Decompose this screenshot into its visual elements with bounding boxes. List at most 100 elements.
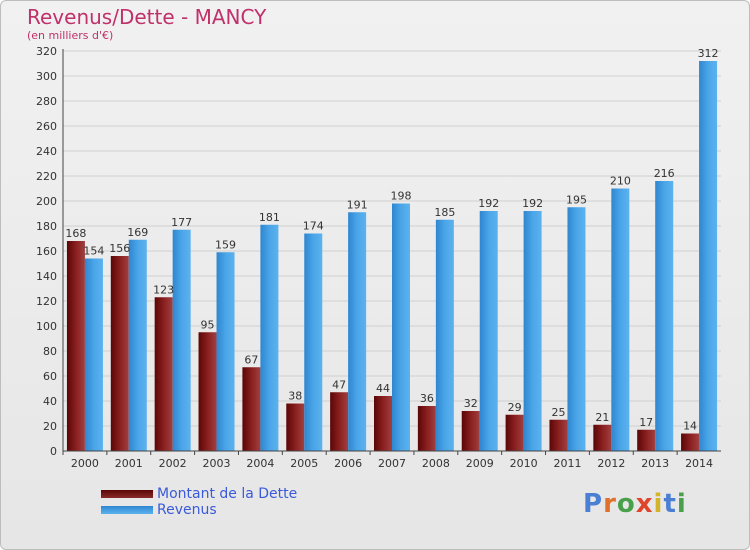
x-tick-label: 2007 bbox=[378, 457, 406, 470]
data-label-revenus: 177 bbox=[171, 216, 192, 229]
y-tick-label: 100 bbox=[36, 320, 57, 333]
data-label-dette: 44 bbox=[376, 382, 390, 395]
bar-dette bbox=[198, 332, 217, 451]
data-label-revenus: 154 bbox=[83, 245, 104, 258]
data-label-dette: 95 bbox=[201, 318, 215, 331]
x-tick-label: 2004 bbox=[246, 457, 274, 470]
bar-dette bbox=[66, 241, 85, 451]
legend-swatch-revenus bbox=[101, 506, 153, 514]
y-tick-label: 140 bbox=[36, 270, 57, 283]
data-label-dette: 29 bbox=[508, 401, 522, 414]
y-tick-label: 160 bbox=[36, 245, 57, 258]
data-label-dette: 36 bbox=[420, 392, 434, 405]
legend-label-revenus: Revenus bbox=[157, 502, 217, 518]
data-label-dette: 168 bbox=[65, 227, 86, 240]
data-label-dette: 38 bbox=[288, 390, 302, 403]
bar-dette bbox=[549, 419, 568, 451]
data-label-dette: 14 bbox=[683, 420, 697, 433]
y-tick-label: 280 bbox=[36, 95, 57, 108]
bar-revenus bbox=[128, 239, 147, 451]
data-label-dette: 32 bbox=[464, 397, 478, 410]
y-tick-label: 40 bbox=[43, 395, 57, 408]
data-label-revenus: 191 bbox=[347, 198, 368, 211]
y-tick-label: 60 bbox=[43, 370, 57, 383]
data-label-revenus: 312 bbox=[698, 47, 719, 60]
x-tick-label: 2010 bbox=[510, 457, 538, 470]
bar-revenus bbox=[655, 181, 674, 451]
data-label-dette: 21 bbox=[595, 411, 609, 424]
data-label-dette: 25 bbox=[551, 406, 565, 419]
logo-letter: i bbox=[676, 489, 687, 519]
bar-revenus bbox=[567, 207, 586, 451]
data-label-dette: 17 bbox=[639, 416, 653, 429]
bar-dette bbox=[461, 411, 480, 451]
x-tick-label: 2003 bbox=[203, 457, 231, 470]
x-tick-label: 2009 bbox=[466, 457, 494, 470]
x-tick-label: 2005 bbox=[290, 457, 318, 470]
data-label-revenus: 198 bbox=[391, 190, 412, 203]
chart-subtitle: (en milliers d'€) bbox=[27, 29, 114, 42]
x-tick-label: 2002 bbox=[159, 457, 187, 470]
data-label-revenus: 192 bbox=[478, 197, 499, 210]
data-label-revenus: 185 bbox=[434, 206, 455, 219]
bar-revenus bbox=[699, 61, 718, 451]
bar-dette bbox=[637, 429, 656, 451]
bar-dette bbox=[286, 403, 305, 451]
bar-dette bbox=[330, 392, 349, 451]
bar-revenus bbox=[172, 229, 191, 451]
bar-revenus bbox=[523, 211, 542, 451]
data-label-dette: 156 bbox=[109, 242, 130, 255]
proxiti-logo: Proxiti bbox=[583, 489, 687, 519]
data-label-dette: 67 bbox=[244, 353, 258, 366]
y-tick-label: 20 bbox=[43, 420, 57, 433]
data-label-revenus: 192 bbox=[522, 197, 543, 210]
y-tick-label: 320 bbox=[36, 45, 57, 58]
bar-dette bbox=[681, 433, 700, 451]
x-tick-label: 2001 bbox=[115, 457, 143, 470]
logo-letter: r bbox=[603, 489, 617, 519]
logo-letter: P bbox=[583, 489, 604, 519]
y-tick-label: 240 bbox=[36, 145, 57, 158]
x-tick-label: 2012 bbox=[597, 457, 625, 470]
x-tick-label: 2008 bbox=[422, 457, 450, 470]
bar-revenus bbox=[216, 252, 235, 451]
logo-letter: t bbox=[663, 489, 677, 519]
logo-letter: i bbox=[653, 489, 664, 519]
x-tick-label: 2014 bbox=[685, 457, 713, 470]
x-tick-label: 2006 bbox=[334, 457, 362, 470]
data-label-revenus: 174 bbox=[303, 220, 324, 233]
data-label-revenus: 195 bbox=[566, 193, 587, 206]
legend-label-dette: Montant de la Dette bbox=[157, 486, 298, 502]
bar-dette bbox=[593, 424, 612, 451]
logo-letter: o bbox=[616, 489, 636, 519]
x-tick-label: 2011 bbox=[553, 457, 581, 470]
y-tick-label: 200 bbox=[36, 195, 57, 208]
legend-swatch-dette bbox=[101, 490, 153, 498]
y-tick-label: 180 bbox=[36, 220, 57, 233]
y-tick-label: 260 bbox=[36, 120, 57, 133]
y-tick-label: 0 bbox=[50, 445, 57, 458]
y-tick-label: 300 bbox=[36, 70, 57, 83]
bar-revenus bbox=[348, 212, 367, 451]
bar-revenus bbox=[84, 258, 103, 451]
data-label-revenus: 216 bbox=[654, 167, 675, 180]
data-label-dette: 47 bbox=[332, 378, 346, 391]
y-tick-label: 120 bbox=[36, 295, 57, 308]
data-label-revenus: 181 bbox=[259, 211, 280, 224]
bar-dette bbox=[242, 367, 261, 451]
bar-revenus bbox=[392, 203, 410, 451]
x-tick-label: 2013 bbox=[641, 457, 669, 470]
bar-dette bbox=[154, 297, 173, 451]
bar-dette bbox=[417, 406, 436, 451]
bar-dette bbox=[374, 396, 392, 451]
bar-revenus bbox=[611, 188, 630, 451]
bar-revenus bbox=[435, 219, 454, 451]
data-label-dette: 123 bbox=[153, 283, 174, 296]
data-label-revenus: 169 bbox=[127, 226, 148, 239]
bar-dette bbox=[110, 256, 129, 451]
logo-letter: x bbox=[635, 489, 654, 519]
bar-revenus bbox=[479, 211, 498, 451]
data-label-revenus: 159 bbox=[215, 238, 236, 251]
